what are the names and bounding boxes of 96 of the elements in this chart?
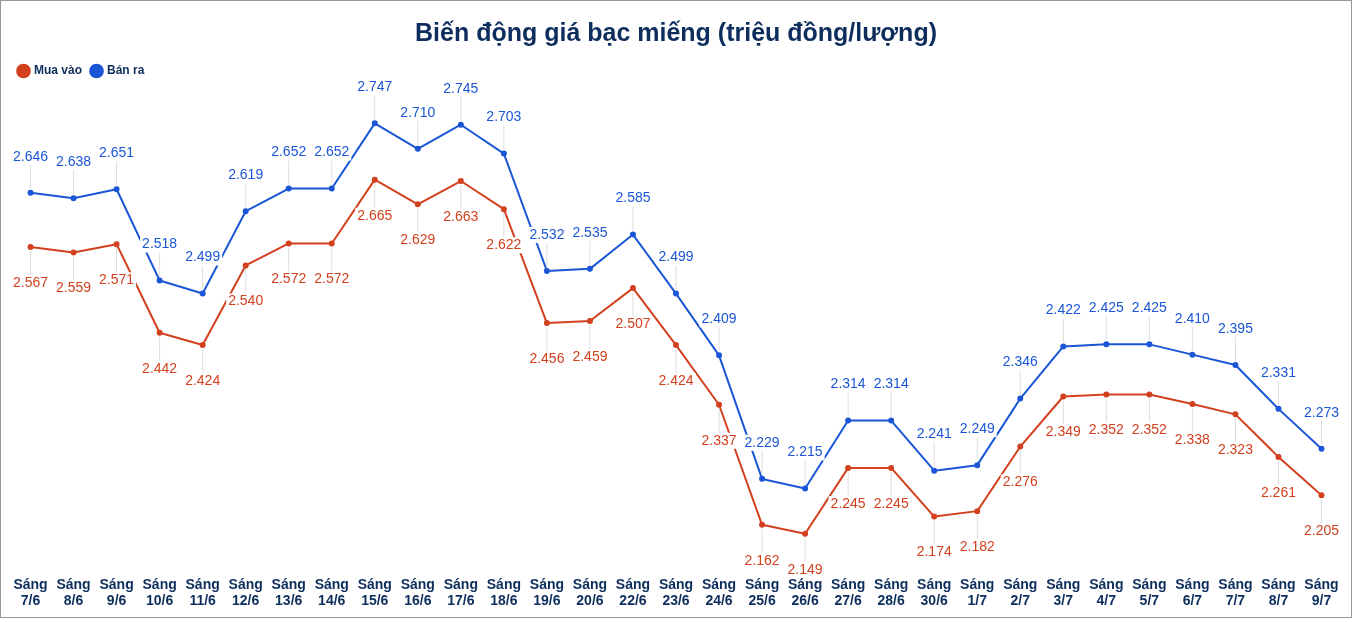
x-tick-label: Sáng 8/7 [1261,575,1296,609]
data-label: 2.652 [314,143,350,160]
data-label: 2.346 [1002,353,1038,370]
data-label: 2.323 [1217,441,1254,458]
x-tick-label: Sáng 11/6 [185,575,220,609]
data-label: 2.532 [529,225,565,242]
x-tick-label: Sáng 16/6 [400,575,435,609]
data-label: 2.245 [873,494,909,511]
data-label: 2.567 [12,273,49,290]
data-label: 2.651 [99,144,135,161]
x-tick-label: Sáng 4/7 [1089,575,1124,609]
data-label: 2.338 [1174,430,1211,447]
data-label: 2.245 [830,494,866,511]
x-tick-label: Sáng 22/6 [615,575,651,609]
data-label: 2.395 [1217,319,1254,336]
x-tick-label: Sáng 28/6 [874,575,909,609]
x-tick-label: Sáng 2/7 [1003,575,1038,609]
data-label: 2.314 [830,375,866,392]
data-label: 2.703 [486,108,522,125]
data-label: 2.585 [615,189,651,206]
legend-label: Bán ra [107,63,145,78]
data-label: 2.559 [56,279,92,296]
data-label: 2.442 [142,359,178,376]
data-label: 2.205 [1303,522,1340,539]
x-tick-label: Sáng 6/7 [1175,575,1210,609]
data-label: 2.572 [314,270,350,287]
data-label: 2.507 [615,314,651,331]
data-label: 2.276 [1002,473,1038,490]
x-tick-label: Sáng 23/6 [658,575,694,609]
data-label: 2.352 [1131,421,1168,438]
legend-label: Mua vào [34,63,83,78]
chart-title: Biến động giá bạc miếng (triệu đồng/lượng) [415,17,937,46]
data-label: 2.665 [357,206,393,223]
x-tick-label: Sáng 18/6 [486,575,521,609]
data-label: 2.182 [959,537,995,554]
data-label: 2.572 [271,270,307,287]
x-tick-label: Sáng 15/6 [357,575,392,609]
data-label: 2.337 [701,431,737,448]
x-tick-label: Sáng 10/6 [142,575,177,609]
data-label: 2.215 [787,443,823,460]
data-label: 2.352 [1088,421,1125,438]
x-tick-label: Sáng 7/7 [1218,575,1253,609]
data-label: 2.424 [658,371,694,388]
data-label: 2.652 [271,143,307,160]
x-tick-label: Sáng 20/6 [572,575,608,609]
data-label: 2.629 [400,231,436,248]
x-tick-label: Sáng 24/6 [701,575,737,609]
data-label: 2.535 [572,223,608,240]
x-tick-label: Sáng 26/6 [787,575,823,609]
data-label: 2.745 [443,79,479,96]
data-label: 2.409 [701,310,737,327]
data-label: 2.422 [1045,301,1082,318]
data-label: 2.241 [916,425,952,442]
data-label: 2.619 [228,166,264,183]
data-label: 2.349 [1045,423,1082,440]
data-label: 2.331 [1260,363,1297,380]
x-tick-label: Sáng 12/6 [228,575,263,609]
data-label: 2.174 [916,543,952,560]
data-label: 2.261 [1260,483,1297,500]
data-label: 2.149 [787,560,823,577]
data-label: 2.622 [486,236,522,253]
data-label: 2.710 [400,103,436,120]
data-label: 2.456 [529,349,565,366]
data-label: 2.518 [142,235,178,252]
x-tick-label: Sáng 25/6 [744,575,780,609]
data-label: 2.638 [56,153,92,170]
data-label: 2.663 [443,207,479,224]
data-label: 2.499 [185,248,221,265]
data-label: 2.162 [744,551,780,568]
data-label: 2.459 [572,347,608,364]
x-tick-label: Sáng 27/6 [831,575,866,609]
x-tick-label: Sáng 1/7 [960,575,995,609]
x-tick-label: Sáng 9/6 [99,575,134,609]
data-label: 2.646 [12,147,49,164]
x-tick-label: Sáng 13/6 [271,575,306,609]
data-label: 2.249 [959,420,995,436]
x-tick-label: Sáng 3/7 [1046,575,1081,609]
x-tick-label: Sáng 7/6 [13,575,48,609]
data-label: 2.499 [658,248,694,265]
x-tick-label: Sáng 8/6 [56,575,91,609]
data-label: 2.273 [1303,403,1340,420]
x-tick-label: Sáng 30/6 [917,575,952,609]
data-label: 2.424 [185,371,221,388]
x-tick-label: Sáng 17/6 [443,575,478,609]
x-tick-label: Sáng 5/7 [1132,575,1167,609]
x-tick-label: Sáng 19/6 [529,575,565,609]
x-tick-label: Sáng 9/7 [1304,575,1339,609]
data-label: 2.747 [357,78,393,95]
x-tick-label: Sáng 14/6 [314,575,349,609]
data-label: 2.314 [873,375,909,392]
data-label: 2.540 [228,292,264,309]
data-label: 2.425 [1088,299,1125,316]
data-label: 2.229 [744,433,780,450]
data-label: 2.425 [1131,299,1168,316]
data-label: 2.410 [1174,309,1211,326]
data-label: 2.571 [99,271,135,288]
